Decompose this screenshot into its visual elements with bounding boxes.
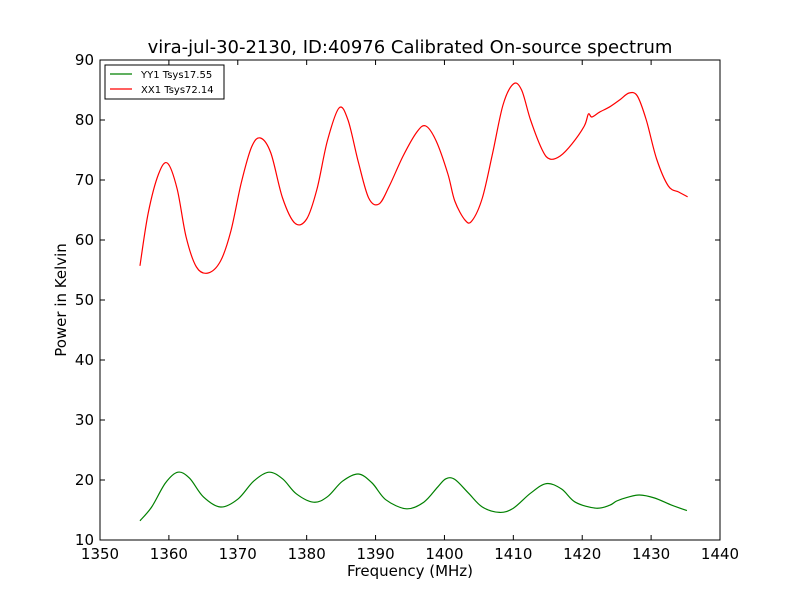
legend-label-xx1: XX1 Tsys72.14 [141, 85, 214, 96]
y-tick-label-30: 30 [75, 411, 94, 429]
series-line-yy1-tsys17-55 [139, 471, 688, 522]
x-tick-label-1400: 1400 [425, 545, 463, 563]
y-tick-label-20: 20 [75, 471, 94, 489]
legend-label-yy1: YY1 Tsys17.55 [140, 70, 212, 81]
x-tick-label-1350: 1350 [81, 545, 119, 563]
series-line-xx1-tsys72-14 [139, 82, 688, 274]
chart-title: vira-jul-30-2130, ID:40976 Calibrated On… [148, 37, 673, 58]
y-tick-label-50: 50 [75, 291, 94, 309]
y-tick-label-60: 60 [75, 231, 94, 249]
series-layer [139, 82, 688, 522]
x-tick-label-1390: 1390 [356, 545, 394, 563]
y-axis: 10 20 30 40 50 60 70 80 90 [75, 51, 720, 549]
x-tick-label-1380: 1380 [288, 545, 326, 563]
y-tick-label-90: 90 [75, 51, 94, 69]
x-tick-label-1360: 1360 [150, 545, 188, 563]
x-axis-label: Frequency (MHz) [347, 562, 473, 580]
x-tick-label-1420: 1420 [563, 545, 601, 563]
x-tick-label-1410: 1410 [494, 545, 532, 563]
x-tick-label-1370: 1370 [219, 545, 257, 563]
legend: YY1 Tsys17.55 XX1 Tsys72.14 [104, 64, 225, 100]
y-tick-label-70: 70 [75, 171, 94, 189]
x-tick-label-1430: 1430 [632, 545, 670, 563]
legend-box [104, 64, 225, 100]
y-tick-label-10: 10 [75, 531, 94, 549]
y-axis-label: Power in Kelvin [52, 243, 70, 357]
x-tick-label-1440: 1440 [701, 545, 739, 563]
y-tick-label-80: 80 [75, 111, 94, 129]
y-tick-label-40: 40 [75, 351, 94, 369]
x-axis: 1350 1360 1370 1380 1390 1400 1410 1420 1430 1440 [81, 60, 739, 563]
